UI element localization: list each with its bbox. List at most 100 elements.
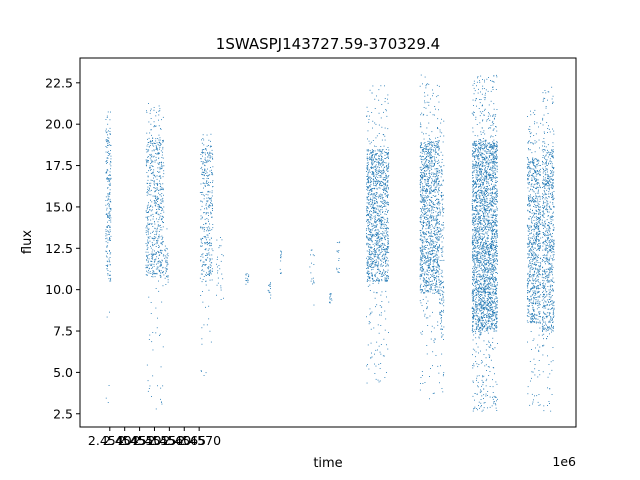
data-point — [486, 225, 488, 227]
data-point — [378, 169, 380, 171]
data-point — [484, 257, 486, 259]
data-point — [201, 265, 203, 267]
data-point — [368, 214, 369, 216]
data-point — [208, 139, 210, 141]
data-point — [200, 183, 202, 185]
data-point — [387, 235, 389, 237]
data-point — [490, 310, 491, 312]
data-point — [377, 218, 379, 220]
data-point — [376, 237, 378, 239]
data-point — [482, 204, 483, 206]
data-point — [420, 377, 422, 378]
data-point — [204, 243, 206, 245]
data-point — [492, 342, 494, 343]
data-point — [107, 181, 109, 182]
data-point — [200, 158, 202, 160]
data-point — [107, 137, 109, 138]
data-point — [436, 84, 438, 86]
data-point — [210, 152, 212, 154]
data-point — [150, 185, 151, 187]
data-point — [428, 83, 430, 85]
data-point — [431, 209, 433, 211]
data-point — [247, 280, 249, 282]
data-point — [381, 159, 383, 160]
data-point — [385, 228, 387, 229]
data-point — [384, 101, 386, 103]
data-point — [207, 160, 209, 162]
data-point — [147, 256, 148, 258]
data-point — [374, 242, 376, 244]
data-point — [372, 158, 374, 160]
data-point — [155, 138, 157, 140]
data-point — [375, 264, 377, 266]
data-point — [383, 191, 384, 193]
data-point — [422, 206, 424, 208]
data-point — [473, 112, 475, 113]
data-point — [480, 279, 481, 281]
data-point — [492, 313, 494, 315]
data-point — [425, 281, 427, 283]
data-point — [207, 228, 208, 230]
data-point — [380, 237, 382, 239]
data-point — [426, 241, 427, 243]
data-point — [371, 199, 373, 201]
data-point — [205, 306, 206, 308]
data-point — [374, 274, 375, 276]
data-point — [367, 263, 369, 265]
data-point — [146, 266, 148, 268]
data-point — [442, 246, 444, 248]
data-point — [426, 202, 427, 204]
data-point — [434, 176, 436, 177]
data-point — [419, 289, 421, 291]
data-point — [427, 290, 429, 292]
data-point — [425, 85, 427, 87]
data-point — [366, 167, 368, 169]
data-point — [429, 190, 431, 192]
data-point — [152, 245, 154, 247]
data-point — [430, 254, 432, 255]
data-point — [161, 198, 163, 200]
data-point — [381, 243, 383, 244]
data-point — [431, 148, 433, 150]
data-point — [420, 182, 422, 184]
data-point — [385, 193, 387, 195]
data-point — [380, 219, 382, 221]
data-point — [420, 232, 421, 234]
data-point — [383, 235, 385, 237]
data-point — [371, 236, 373, 238]
data-point — [439, 260, 441, 261]
data-point — [496, 322, 497, 324]
data-point — [483, 217, 485, 219]
data-point — [147, 175, 149, 177]
data-point — [371, 208, 373, 209]
data-point — [425, 179, 427, 181]
data-point — [423, 167, 425, 169]
data-point — [163, 254, 165, 256]
data-point — [155, 195, 157, 197]
data-point — [430, 247, 432, 249]
data-point — [430, 286, 432, 288]
data-point — [376, 235, 377, 236]
data-point — [420, 218, 422, 220]
data-point — [383, 188, 385, 190]
data-point — [110, 239, 111, 241]
data-point — [436, 262, 438, 264]
data-point — [428, 242, 430, 244]
data-point — [105, 241, 107, 243]
data-point — [154, 237, 156, 239]
data-point — [110, 145, 112, 146]
data-point — [428, 193, 430, 195]
data-point — [369, 171, 371, 173]
data-point — [475, 143, 477, 144]
data-point — [420, 151, 422, 153]
data-point — [482, 211, 483, 212]
data-point — [374, 276, 376, 278]
data-point — [366, 272, 368, 274]
data-point — [152, 272, 154, 274]
data-point — [309, 266, 311, 268]
data-point — [436, 203, 438, 204]
data-point — [107, 145, 108, 146]
data-point — [159, 139, 161, 141]
data-point — [388, 276, 389, 278]
data-point — [375, 216, 377, 218]
